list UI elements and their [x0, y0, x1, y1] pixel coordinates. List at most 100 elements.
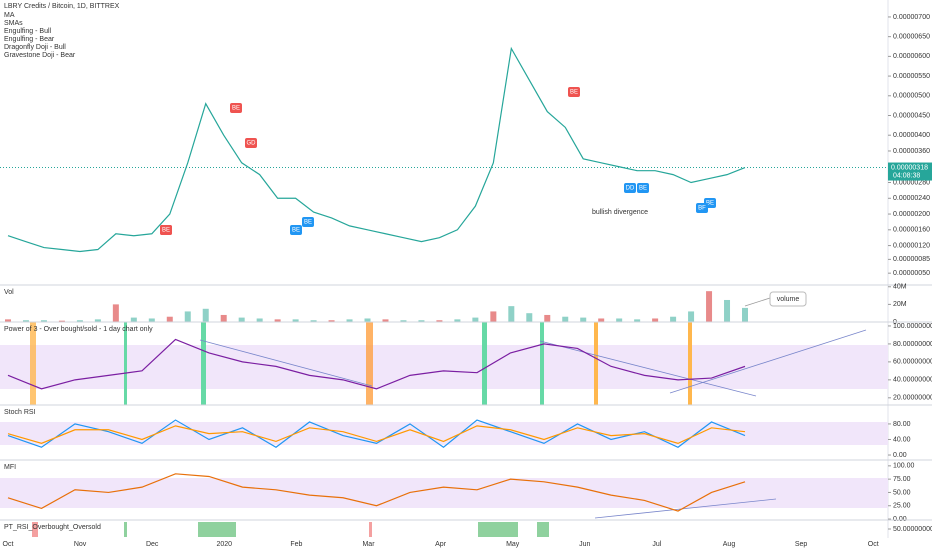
- volume-bar: [58, 320, 65, 322]
- volume-bar: [508, 306, 515, 322]
- volume-bar: [148, 318, 155, 322]
- y-tick-label: 50.00000000: [893, 526, 932, 533]
- volume-bar: [526, 313, 533, 322]
- panel-title: Vol: [4, 289, 14, 296]
- panel-title: MFI: [4, 464, 16, 471]
- pattern-marker: [568, 87, 580, 97]
- y-tick-label: 80.00: [893, 421, 911, 428]
- volume-bar: [112, 304, 119, 322]
- panel-title: Stoch RSI: [4, 409, 36, 416]
- y-tick-label: 0.00000280: [893, 179, 930, 186]
- pattern-marker: [637, 183, 649, 193]
- volume-bar: [418, 320, 425, 322]
- volume-bar: [40, 320, 47, 322]
- volume-bar: [22, 320, 29, 322]
- panel-title: PT_RSI_Overbought_Oversold: [4, 524, 101, 531]
- y-tick-label: 0.00000160: [893, 227, 930, 234]
- volume-bar: [652, 318, 659, 322]
- chart-title: LBRY Credits / Bitcoin, 1D, BITTREX: [4, 3, 120, 10]
- trend-line: [539, 340, 757, 397]
- band: [30, 322, 36, 405]
- y-tick-label: 0.00000650: [893, 34, 930, 41]
- volume-bar: [598, 318, 605, 322]
- trend-line: [199, 339, 373, 387]
- volume-bar: [616, 318, 623, 322]
- y-tick-label: 0.00000450: [893, 112, 930, 119]
- legend-item: Engulfing - Bull: [4, 28, 52, 35]
- volume-bar: [688, 311, 695, 322]
- pattern-marker: [624, 183, 636, 193]
- y-tick-label: 100.00000000: [893, 323, 932, 330]
- series-line: [7, 419, 746, 449]
- y-tick-label: 0.00000700: [893, 14, 930, 21]
- pattern-label: BE: [706, 201, 714, 207]
- pattern-marker: [290, 225, 302, 235]
- x-tick-label: Jul: [652, 541, 661, 548]
- signal: [32, 522, 38, 537]
- y-tick-label: 100.00: [893, 463, 915, 470]
- signal: [369, 522, 372, 537]
- pattern-label: BE: [570, 90, 578, 96]
- y-tick-label: 0.00000200: [893, 211, 930, 218]
- y-tick-label: 20M: [893, 301, 907, 308]
- pattern-marker: [230, 103, 242, 113]
- series-line: [7, 473, 746, 512]
- volume-bar: [670, 316, 677, 322]
- band: [201, 322, 206, 405]
- signal: [198, 522, 236, 537]
- volume-bar: [400, 320, 407, 322]
- callout-line: [744, 297, 771, 307]
- volume-bar: [490, 311, 497, 322]
- legend-item: Gravestone Doji - Bear: [4, 52, 76, 59]
- pattern-marker: [160, 225, 172, 235]
- volume-bar: [238, 317, 245, 322]
- volume-bar: [166, 316, 173, 322]
- x-tick-label: Nov: [74, 541, 87, 548]
- pattern-label: BE: [232, 106, 240, 112]
- volume-bar: [130, 317, 137, 322]
- volume-bar: [742, 307, 748, 322]
- y-tick-label: 0.00000050: [893, 270, 930, 277]
- volume-bar: [76, 320, 83, 322]
- y-tick-label: 0.00000085: [893, 256, 930, 263]
- legend-item: Dragonfly Doji - Bull: [4, 44, 66, 51]
- pattern-label: BE: [162, 228, 170, 234]
- volume-bar: [706, 291, 713, 322]
- volume-bar: [454, 319, 461, 322]
- y-tick-label: 0.00: [893, 452, 907, 459]
- signal: [537, 522, 549, 537]
- y-tick-label: 60.00000000: [893, 359, 932, 366]
- y-tick-label: 0.00000120: [893, 242, 930, 249]
- x-tick-label: May: [506, 541, 520, 548]
- volume-bar: [274, 319, 281, 322]
- volume-bar: [220, 314, 227, 322]
- signal-bands: [30, 322, 692, 405]
- x-tick-label: Apr: [435, 541, 447, 548]
- x-tick-label: 2020: [217, 541, 233, 548]
- x-tick-label: Oct: [868, 541, 879, 548]
- countdown: 04:08:38: [893, 172, 920, 179]
- band: [594, 322, 598, 405]
- y-tick-label: 40M: [893, 284, 907, 291]
- volume-bar: [364, 318, 371, 322]
- volume-bar: [436, 320, 443, 322]
- volume-bar: [724, 299, 731, 322]
- series-line: [7, 46, 746, 253]
- series-line: [7, 425, 746, 445]
- band: [688, 322, 692, 405]
- pattern-label: DD: [626, 186, 635, 192]
- pattern-marker: [245, 138, 257, 148]
- x-tick-label: Jun: [579, 541, 590, 548]
- volume-bar: [310, 320, 317, 322]
- volume-bar: [634, 319, 641, 322]
- panel-title: Power of 3 - Over bought/sold - 1 day ch…: [4, 326, 153, 333]
- y-tick-label: 0.00000240: [893, 195, 930, 202]
- y-tick-label: 0.00000600: [893, 53, 930, 60]
- y-tick-label: 0.00: [893, 516, 907, 523]
- x-tick-label: Aug: [723, 541, 736, 548]
- x-tick-label: Mar: [362, 541, 375, 548]
- x-tick-label: Oct: [3, 541, 14, 548]
- band: [0, 345, 888, 389]
- last-price-box: [888, 162, 932, 181]
